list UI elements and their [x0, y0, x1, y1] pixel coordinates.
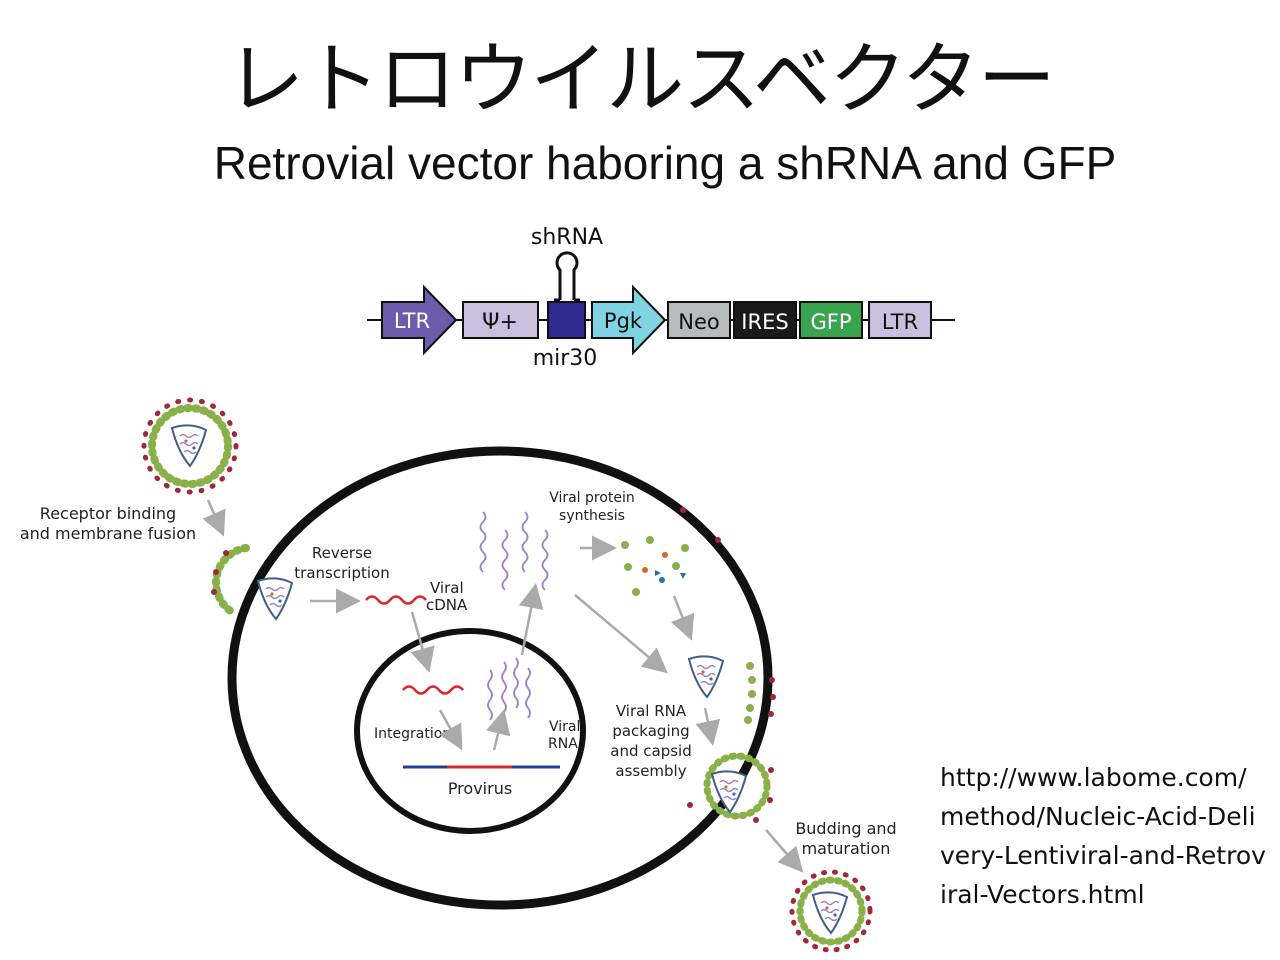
viral-cdna-nucleus	[402, 685, 464, 695]
ires-label: IRES	[741, 310, 788, 334]
membrane-spikes	[680, 507, 776, 808]
viral-cdna-cytoplasm	[365, 595, 427, 605]
budding-label-line1: Budding and	[795, 819, 896, 838]
pgk-block	[591, 284, 667, 356]
reverse-transcription-label-line2: transcription	[294, 564, 389, 582]
ltr-5-block	[381, 284, 458, 356]
packaging-label-line3: and capsid	[610, 742, 691, 760]
packaging-label-line2: packaging	[612, 722, 689, 740]
free-virion-entry	[141, 397, 239, 495]
provirus-label: Provirus	[448, 779, 512, 798]
page-title-japanese: レトロウイルスベクター	[226, 35, 1055, 125]
free-virion-budded	[789, 869, 873, 953]
viral-rna-label-line2: RNA	[548, 736, 578, 752]
shrna-label: shRNA	[531, 225, 603, 250]
viral-rna-nucleus	[487, 657, 531, 721]
packaging-label-line4: assembly	[615, 762, 686, 780]
viral-protein-label-line2: synthesis	[559, 508, 625, 524]
page-title-english: Retrovial vector haboring a shRNA and GF…	[213, 137, 1117, 189]
mir30-block	[547, 301, 586, 339]
entering-capsid	[257, 577, 293, 620]
neo-block	[667, 301, 731, 339]
budding-label-line2: maturation	[802, 839, 891, 858]
integration-label: Integration	[374, 726, 451, 742]
viral-rna-cytoplasm	[479, 511, 549, 591]
viral-protein-label-line1: Viral protein	[549, 490, 635, 506]
psi-block	[462, 301, 539, 339]
mir30-label: mir30	[533, 346, 598, 371]
ltr-5-label: LTR	[394, 309, 430, 333]
neo-label: Neo	[678, 310, 719, 334]
viral-cdna-label-line1: Viral	[430, 579, 464, 597]
gfp-label: GFP	[810, 310, 851, 334]
ires-block	[733, 301, 797, 339]
reverse-transcription-label-line1: Reverse	[312, 544, 372, 562]
entry-fusion-site	[211, 544, 250, 616]
viral-cdna-label-line2: cDNA	[426, 596, 468, 614]
viral-rna-label-line1: Viral	[549, 719, 580, 735]
packaging-label-line1: Viral RNA	[616, 702, 687, 720]
shrna-stem	[554, 280, 580, 302]
gfp-block	[799, 301, 863, 339]
ltr-3-label: LTR	[882, 310, 918, 334]
viral-proteins	[621, 536, 689, 596]
vector-construct: LTR Ψ+ shRNA mir30 Pgk Neo IRES GFP LTR	[367, 225, 955, 371]
source-url: http://www.labome.com/method/Nucleic-Aci…	[940, 763, 1266, 909]
nucleus-membrane	[354, 628, 586, 834]
ltr-3-block	[868, 301, 932, 339]
budding-site	[703, 752, 774, 823]
capsid-assembly	[688, 655, 724, 698]
shrna-hairpin	[555, 251, 579, 280]
receptor-binding-label-line1: Receptor binding	[40, 504, 176, 523]
process-arrows	[202, 499, 804, 873]
cell-membrane	[227, 446, 773, 910]
psi-label: Ψ+	[482, 310, 518, 335]
cell: Provirus Viral cDNA Integration Viral RN…	[227, 446, 776, 910]
pgk-label: Pgk	[604, 309, 643, 333]
receptor-binding-label-line2: and membrane fusion	[20, 524, 196, 543]
